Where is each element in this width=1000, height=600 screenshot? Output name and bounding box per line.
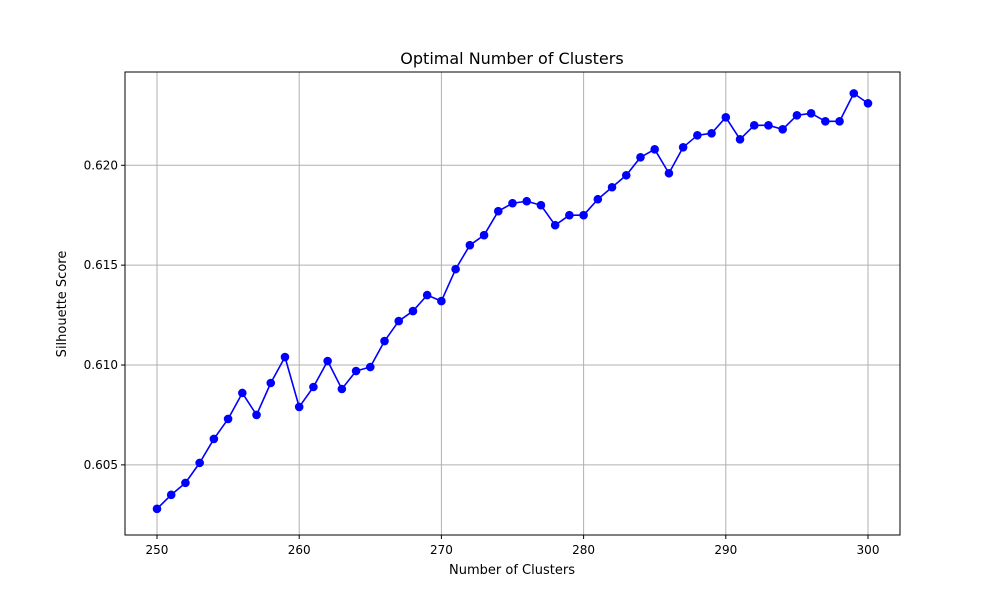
data-point: [664, 168, 674, 178]
data-point: [294, 402, 304, 412]
data-point: [166, 490, 176, 500]
y-axis-label: Silhouette Score: [55, 251, 70, 358]
grid: [125, 72, 900, 535]
x-tick-label: 290: [714, 543, 737, 557]
data-point: [365, 362, 375, 372]
data-point: [707, 129, 716, 138]
axis-ticks: 250 260 270 280 290 300 0.605 0.610 0.615 0.620: [84, 158, 880, 557]
data-point: [607, 182, 617, 192]
data-point: [380, 336, 389, 346]
data-point: [835, 117, 844, 126]
data-point: [778, 125, 787, 134]
data-point: [351, 366, 361, 376]
data-point: [408, 306, 418, 316]
data-point: [636, 152, 645, 162]
data-point: [863, 99, 873, 108]
data-point: [650, 144, 660, 154]
x-tick-label: 280: [572, 543, 595, 557]
data-point: [209, 434, 219, 444]
data-point: [806, 109, 816, 118]
data-point: [280, 352, 290, 362]
y-tick-label: 0.615: [84, 258, 118, 272]
y-tick-label: 0.610: [84, 358, 118, 372]
data-point: [181, 478, 190, 488]
data-point: [195, 458, 204, 468]
data-point: [479, 230, 489, 240]
series-line: [156, 92, 869, 510]
data-point: [565, 210, 574, 220]
data-point: [821, 117, 830, 126]
data-point: [323, 356, 332, 366]
data-point: [764, 121, 773, 130]
data-point: [309, 382, 318, 392]
data-point: [522, 196, 532, 206]
data-point: [223, 414, 233, 424]
data-point: [792, 111, 802, 120]
data-point: [152, 504, 162, 514]
y-tick-label: 0.605: [84, 458, 118, 472]
data-point: [550, 220, 560, 230]
plot-frame: [124, 71, 901, 536]
data-point: [735, 135, 745, 144]
data-point: [693, 131, 702, 140]
data-point: [266, 378, 276, 388]
data-point: [678, 143, 688, 152]
data-point: [621, 170, 631, 180]
data-point: [579, 210, 588, 220]
data-point: [721, 113, 731, 122]
x-tick-label: 300: [857, 543, 880, 557]
x-tick-label: 250: [146, 543, 169, 557]
data-point: [252, 410, 261, 420]
data-point: [508, 198, 517, 208]
x-tick-label: 270: [430, 543, 453, 557]
data-point: [493, 206, 503, 216]
data-point: [465, 240, 475, 250]
data-point: [238, 388, 247, 398]
data-point: [849, 89, 859, 98]
data-point: [536, 200, 546, 210]
y-tick-label: 0.620: [84, 158, 118, 172]
data-series: [152, 89, 873, 514]
x-axis-label: Number of Clusters: [449, 563, 575, 578]
data-point: [337, 384, 347, 394]
data-point: [394, 316, 404, 326]
chart-title: Optimal Number of Clusters: [400, 49, 623, 68]
data-point: [749, 121, 759, 130]
data-point: [422, 290, 432, 300]
data-point: [437, 296, 446, 306]
x-tick-label: 260: [288, 543, 311, 557]
data-point: [451, 264, 460, 274]
data-point: [593, 194, 603, 204]
